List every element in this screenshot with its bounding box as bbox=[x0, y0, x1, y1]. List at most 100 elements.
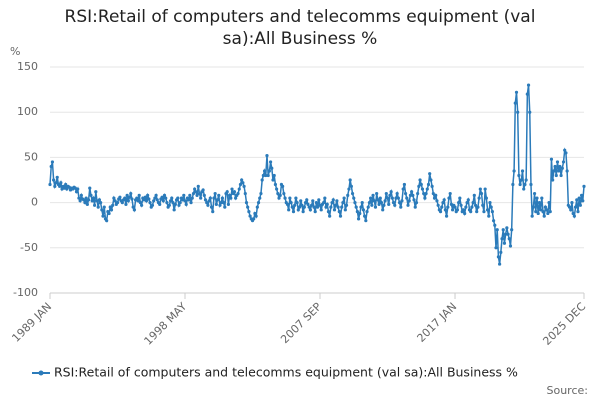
point bbox=[537, 201, 541, 205]
point bbox=[581, 199, 585, 203]
point bbox=[206, 203, 210, 207]
point bbox=[223, 205, 227, 209]
point bbox=[413, 205, 417, 209]
point bbox=[97, 198, 102, 202]
point bbox=[572, 214, 576, 218]
point bbox=[414, 201, 419, 205]
point bbox=[180, 198, 185, 202]
point bbox=[575, 198, 579, 202]
point bbox=[470, 205, 474, 209]
point bbox=[461, 208, 466, 212]
point bbox=[484, 196, 488, 200]
point bbox=[553, 164, 557, 169]
point bbox=[416, 191, 420, 196]
point bbox=[330, 201, 334, 205]
point bbox=[59, 181, 63, 185]
point bbox=[337, 210, 341, 214]
point bbox=[296, 208, 300, 212]
point bbox=[290, 205, 294, 209]
point bbox=[312, 205, 316, 209]
point bbox=[76, 187, 80, 191]
point bbox=[491, 219, 496, 223]
point bbox=[338, 214, 343, 218]
point bbox=[120, 201, 124, 205]
point bbox=[52, 178, 56, 182]
point bbox=[129, 191, 133, 196]
point bbox=[472, 193, 476, 197]
point bbox=[214, 202, 218, 207]
point bbox=[341, 201, 345, 205]
point bbox=[571, 211, 575, 216]
point bbox=[267, 169, 271, 173]
point bbox=[411, 193, 415, 197]
point bbox=[226, 202, 231, 207]
point bbox=[309, 203, 314, 207]
point bbox=[376, 198, 380, 202]
point bbox=[476, 205, 480, 209]
point bbox=[349, 184, 353, 188]
point bbox=[162, 193, 167, 197]
point bbox=[443, 208, 447, 212]
point bbox=[522, 187, 526, 191]
point bbox=[536, 211, 540, 216]
point bbox=[367, 201, 372, 205]
point bbox=[118, 195, 122, 199]
point bbox=[100, 208, 104, 212]
point bbox=[387, 202, 391, 207]
point bbox=[400, 199, 404, 203]
point bbox=[530, 214, 534, 218]
y-tick-label: 150 bbox=[17, 60, 38, 73]
point bbox=[444, 214, 449, 218]
point bbox=[158, 202, 162, 207]
point bbox=[67, 185, 71, 189]
point bbox=[218, 203, 222, 207]
point bbox=[505, 226, 509, 230]
point bbox=[506, 232, 510, 236]
point bbox=[347, 187, 351, 191]
point bbox=[230, 187, 234, 191]
point bbox=[84, 196, 88, 200]
point bbox=[384, 191, 388, 196]
point bbox=[215, 198, 220, 202]
point bbox=[271, 178, 275, 182]
point bbox=[331, 198, 335, 202]
point bbox=[266, 173, 270, 178]
point bbox=[520, 169, 525, 173]
point bbox=[293, 203, 297, 207]
point bbox=[77, 196, 81, 200]
point bbox=[554, 173, 558, 178]
point bbox=[282, 191, 286, 196]
point bbox=[60, 187, 64, 191]
point bbox=[403, 191, 408, 196]
point bbox=[303, 201, 308, 205]
point bbox=[471, 201, 475, 205]
point bbox=[517, 173, 521, 178]
point bbox=[375, 191, 379, 196]
point bbox=[65, 187, 69, 191]
point bbox=[352, 196, 356, 200]
point bbox=[322, 201, 326, 205]
point bbox=[483, 187, 487, 191]
point bbox=[172, 208, 176, 212]
point bbox=[243, 191, 247, 196]
point bbox=[241, 181, 245, 185]
chart-title: RSI:Retail of computers and telecomms eq… bbox=[64, 7, 536, 49]
point bbox=[131, 205, 135, 209]
point bbox=[431, 191, 435, 196]
point bbox=[111, 203, 115, 207]
point bbox=[217, 193, 221, 197]
point bbox=[541, 210, 545, 214]
point bbox=[457, 201, 461, 205]
legend-marker bbox=[38, 370, 44, 376]
point bbox=[295, 201, 299, 205]
point bbox=[194, 190, 198, 194]
point bbox=[469, 210, 473, 214]
point bbox=[494, 246, 498, 250]
point bbox=[147, 197, 151, 201]
point bbox=[95, 199, 99, 203]
point bbox=[546, 211, 550, 216]
point bbox=[342, 196, 346, 200]
point bbox=[578, 203, 582, 207]
